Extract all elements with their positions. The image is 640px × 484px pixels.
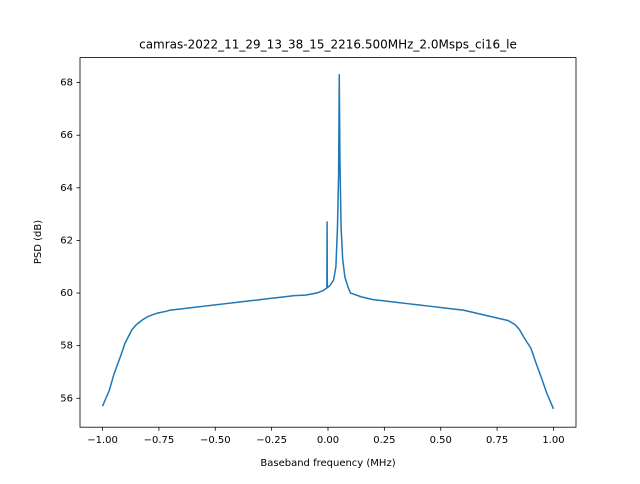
x-tick-label: −0.75 — [144, 435, 175, 446]
x-tick-label: −0.25 — [256, 435, 287, 446]
y-tick-label: 62 — [60, 235, 73, 246]
x-axis-label: Baseband frequency (MHz) — [260, 458, 395, 469]
x-tick-label: 1.00 — [542, 435, 564, 446]
x-tick-label: 0.25 — [373, 435, 395, 446]
plot-area — [101, 73, 555, 410]
x-tick-label: −0.50 — [200, 435, 231, 446]
y-tick-label: 60 — [60, 288, 73, 299]
y-axis-label: PSD (dB) — [33, 220, 44, 264]
x-tick-label: 0.50 — [430, 435, 452, 446]
psd-line — [101, 73, 555, 410]
x-tick-label: 0.00 — [317, 435, 339, 446]
y-tick-label: 56 — [60, 393, 73, 404]
x-tick-label: 0.75 — [486, 435, 508, 446]
y-tick-label: 66 — [60, 130, 73, 141]
y-tick-label: 58 — [60, 341, 73, 352]
y-tick-label: 64 — [60, 183, 73, 194]
x-tick-label: −1.00 — [87, 435, 118, 446]
chart-title: camras-2022_11_29_13_38_15_2216.500MHz_2… — [139, 38, 517, 52]
y-tick-label: 68 — [60, 78, 73, 89]
